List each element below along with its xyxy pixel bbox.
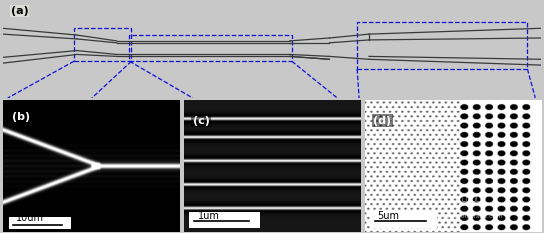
Text: 电子发烧友: 电子发烧友 — [462, 194, 487, 203]
Text: (a): (a) — [11, 6, 28, 16]
Bar — [129, 35, 292, 61]
Bar — [357, 22, 528, 69]
Bar — [370, 212, 437, 228]
Text: (d): (d) — [374, 116, 392, 126]
Bar — [9, 217, 71, 229]
Text: (c): (c) — [193, 116, 209, 126]
Text: 5um: 5um — [377, 211, 399, 221]
Text: www.elecfans.com: www.elecfans.com — [445, 214, 503, 219]
Bar — [74, 28, 132, 61]
Text: 1um: 1um — [198, 211, 220, 221]
Bar — [189, 212, 259, 228]
Text: 10um: 10um — [16, 213, 44, 223]
Text: (b): (b) — [11, 112, 30, 122]
